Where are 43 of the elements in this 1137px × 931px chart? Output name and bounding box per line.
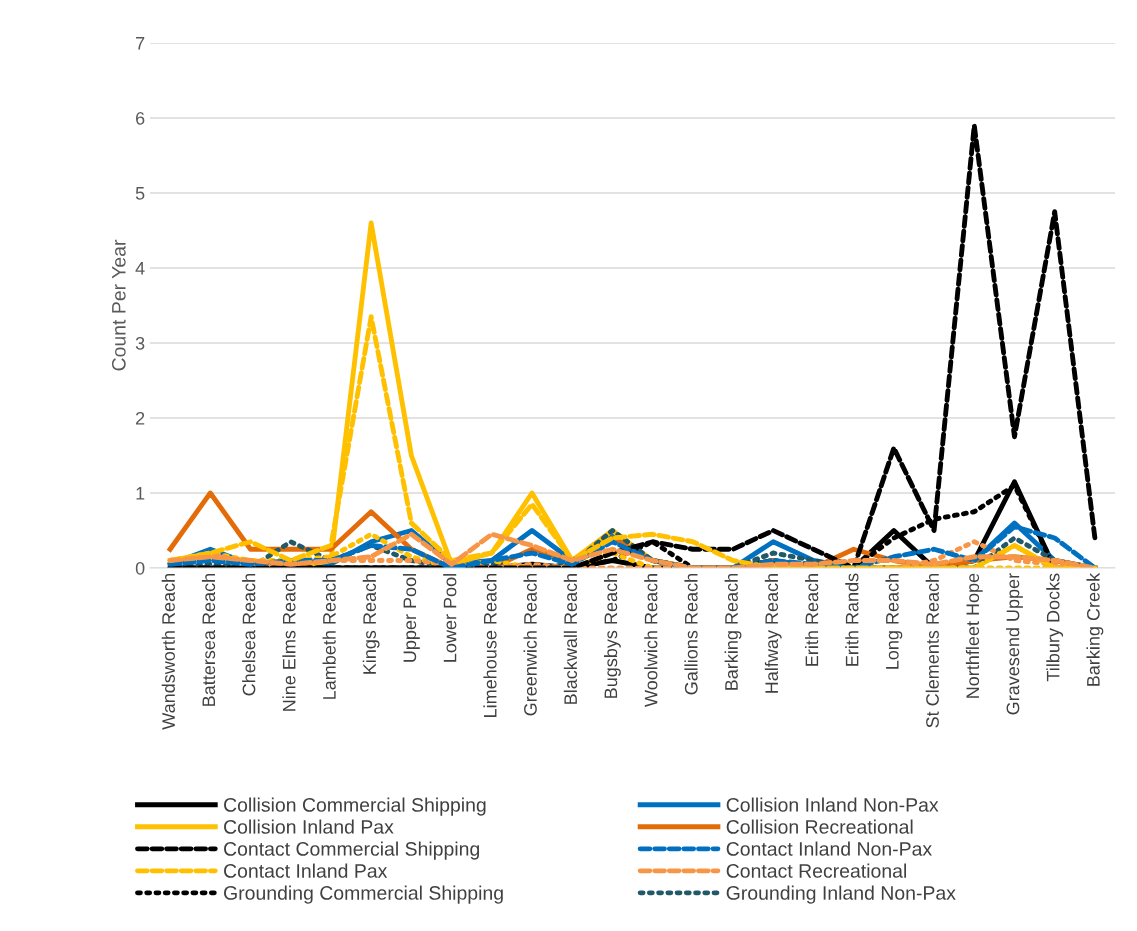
x-tick-label: Bugsbys Reach (603, 574, 621, 698)
x-tick-label: Tilbury Docks (1046, 573, 1064, 682)
y-tick-label: 6 (136, 111, 145, 125)
legend-label: Contact Commercial Shipping (224, 841, 480, 860)
x-tick-label: Long Reach (885, 574, 903, 669)
legend-label: Grounding Inland Non-Pax (726, 885, 956, 904)
legend-label: Grounding Commercial Shipping (224, 885, 503, 904)
x-tick-label: Gallions Reach (684, 574, 698, 695)
y-tick-label: 5 (135, 187, 145, 200)
legend-label: Collision Commercial Shipping (224, 797, 486, 816)
y-tick-label: 3 (135, 336, 145, 350)
y-tick-label: 0 (135, 561, 145, 575)
x-tick-label: Greenwich Reach (523, 574, 537, 716)
x-tick-label: St Clements Reach (925, 574, 939, 728)
x-tick-label: Erith Rands (845, 573, 859, 666)
legend-label: Collision Recreational (726, 819, 913, 834)
x-tick-label: Lambeth Reach (322, 574, 336, 699)
y-tick-label: 7 (136, 37, 145, 50)
x-tick-label: Chelsea Reach (242, 574, 256, 696)
x-tick-label: Blackwall Reach (563, 574, 578, 704)
x-tick-label: Upper Pool (402, 574, 420, 662)
x-tick-label: Battersea Reach (201, 574, 216, 706)
x-tick-label: Halfway Reach (764, 574, 782, 693)
legend-label: Contact Inland Non-Pax (726, 841, 932, 856)
x-tick-label: Woolwich Reach (644, 574, 658, 707)
x-tick-label: Erith Reach (805, 574, 819, 666)
x-tick-label: Barking Reach (724, 574, 742, 690)
legend-label: Contact Inland Pax (224, 863, 388, 878)
legend-label: Collision Inland Non-Pax (726, 797, 939, 812)
x-tick-label: Wandsworth Reach (161, 574, 175, 730)
x-tick-label: Lower Pool (443, 574, 457, 662)
x-tick-label: Gravesend Upper (1006, 573, 1023, 715)
x-tick-label: Northfleet Hope (965, 573, 983, 698)
y-tick-label: 4 (135, 262, 145, 275)
y-axis-title: Count Per Year (111, 239, 126, 371)
legend-label: Collision Inland Pax (224, 819, 394, 834)
x-tick-label: Limehouse Reach (483, 574, 497, 717)
x-tick-label: Kings Reach (362, 574, 380, 674)
legend-label: Contact Recreational (726, 863, 906, 878)
y-tick-label: 2 (136, 411, 145, 425)
y-tick-label: 1 (136, 487, 145, 500)
x-tick-label: Nine Elms Reach (282, 574, 296, 711)
x-tick-label: Barking Creek (1086, 572, 1104, 686)
